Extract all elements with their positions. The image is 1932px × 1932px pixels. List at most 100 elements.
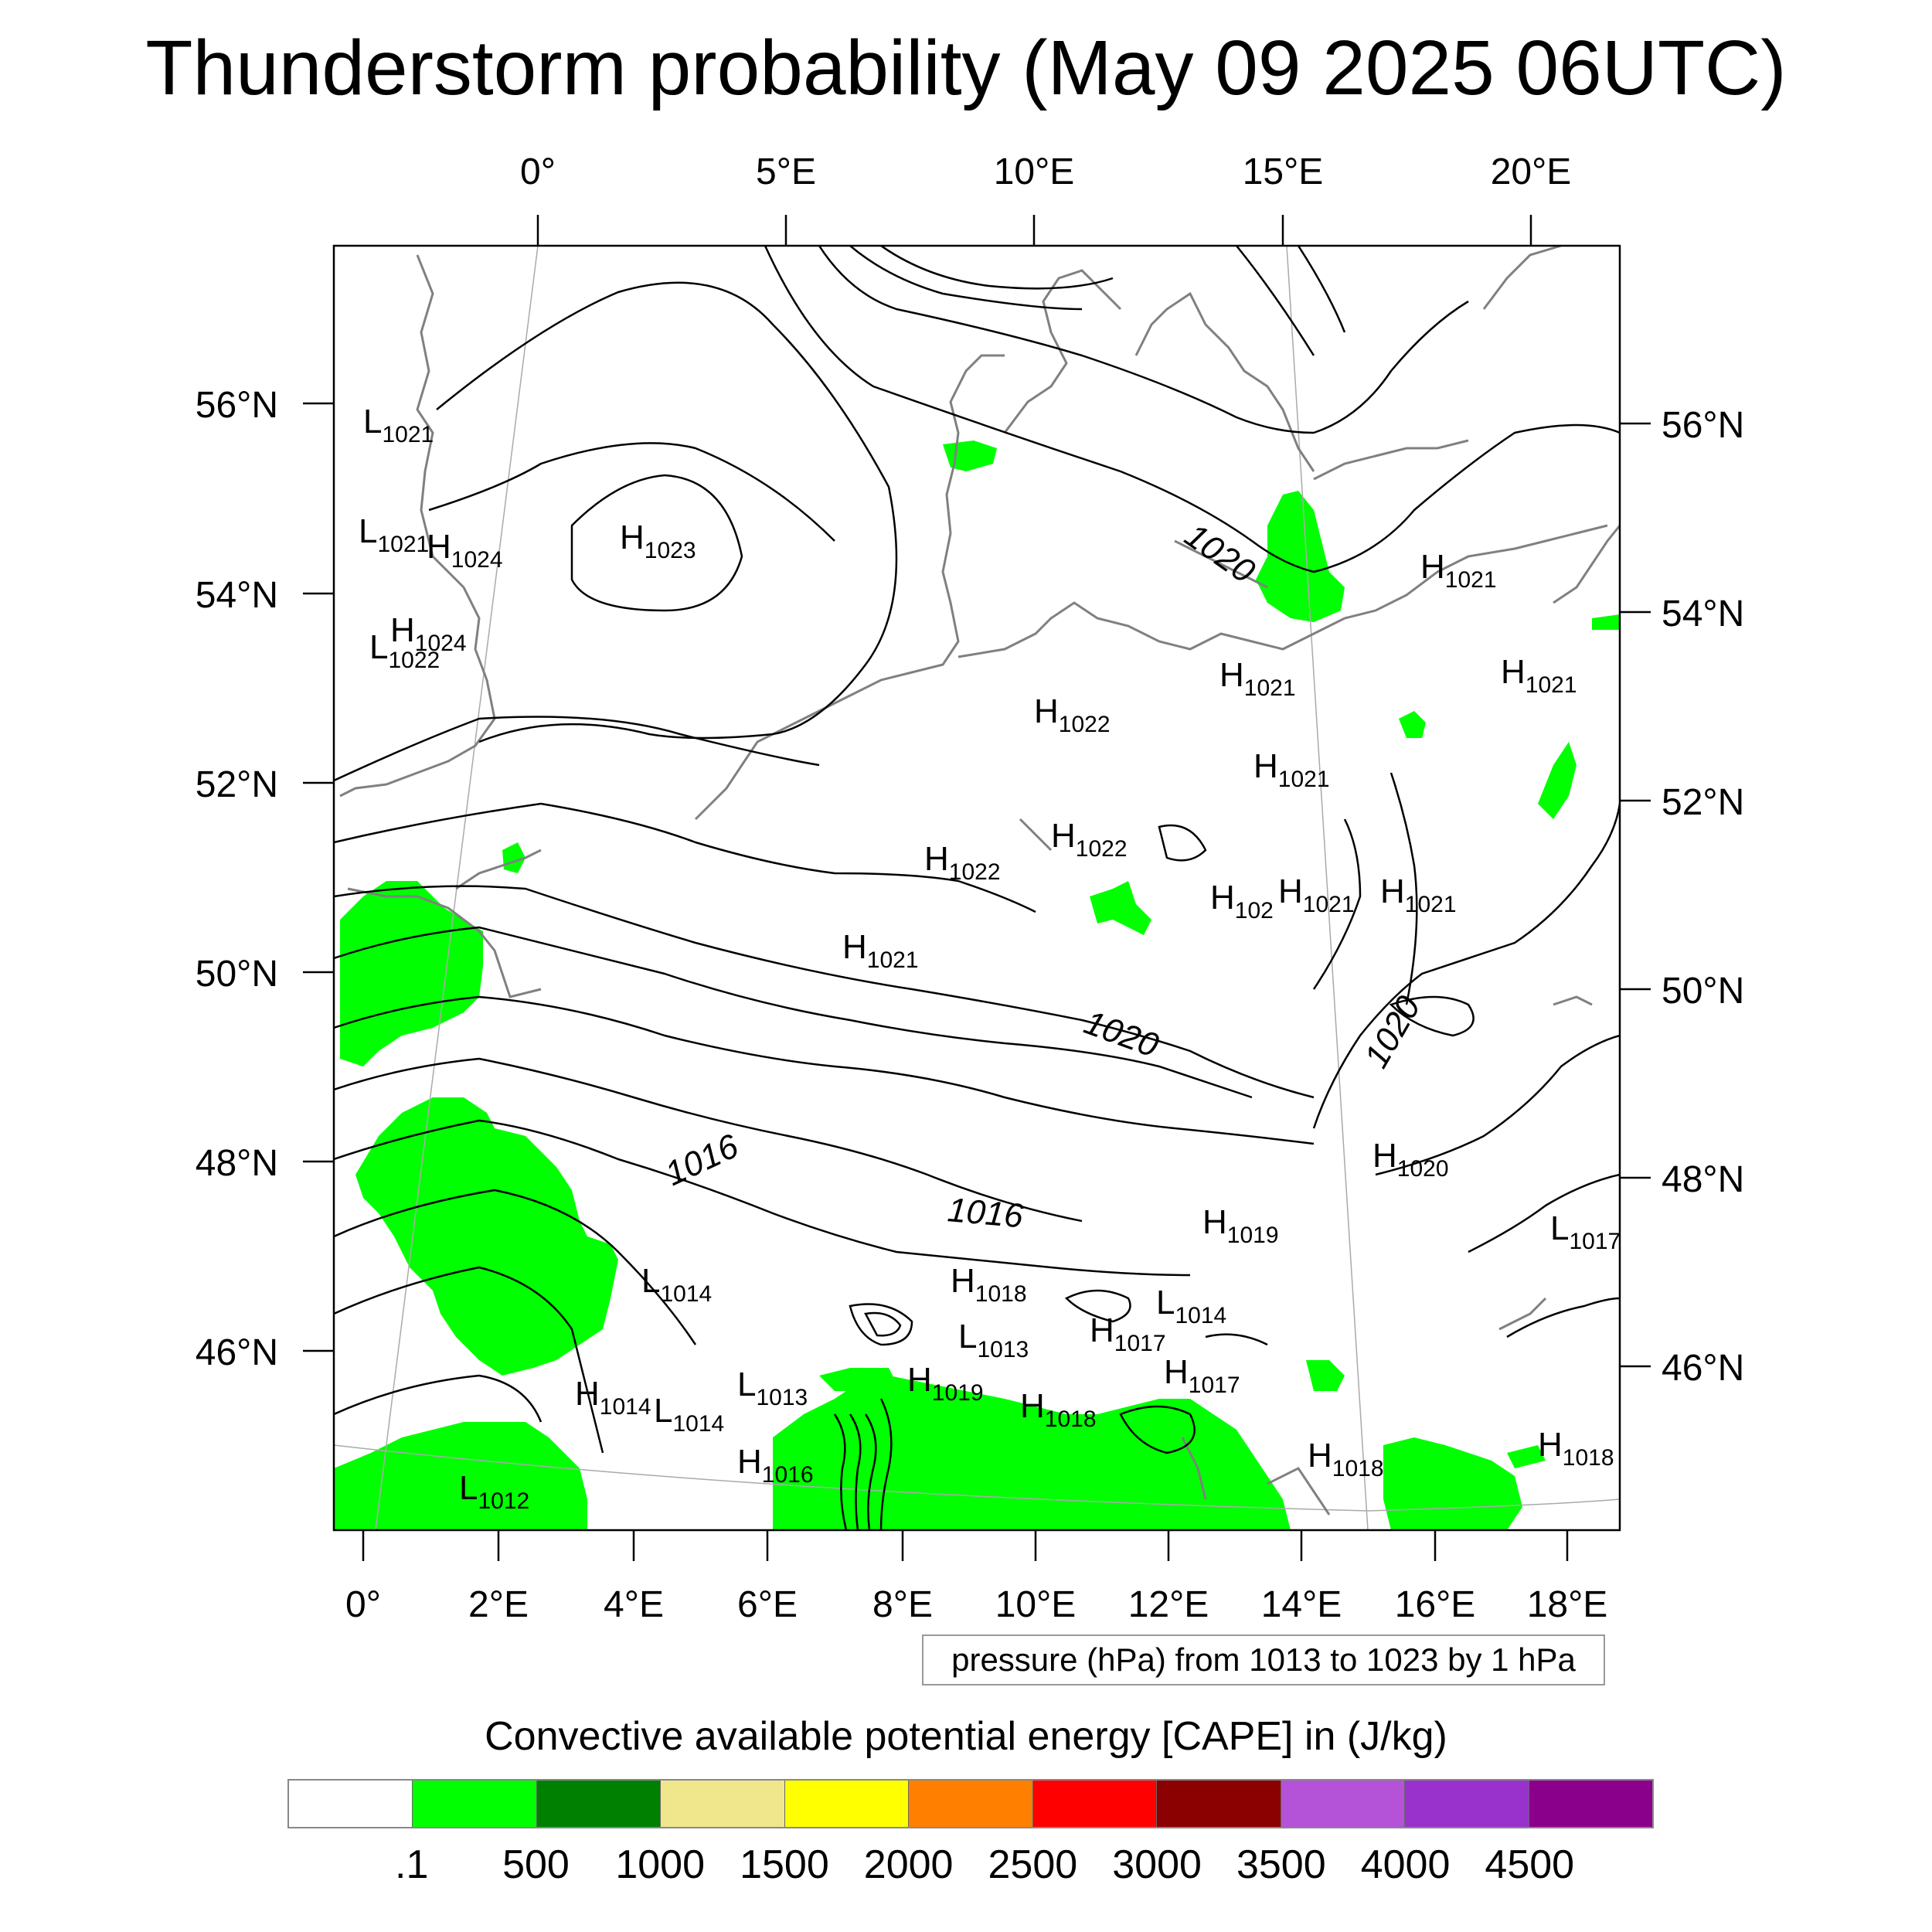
colorbar-swatch xyxy=(661,1781,785,1827)
isobar-label: 1016 xyxy=(946,1191,1025,1235)
top-lon-label: 20°E xyxy=(1491,151,1572,192)
right-lat-label: 52°N xyxy=(1662,782,1744,823)
left-lat-label: 48°N xyxy=(196,1143,278,1184)
isobar-ne-1 xyxy=(1389,995,1475,1037)
isobar-ne-2 xyxy=(1158,824,1207,862)
isobar-east-6 xyxy=(1312,818,1362,990)
left-lat-label: 50°N xyxy=(196,954,278,995)
bottom-lon-label: 10°E xyxy=(995,1584,1077,1625)
pressure-center: H1024 xyxy=(390,611,467,656)
cape-area-france-south xyxy=(334,1422,587,1530)
isobar-alps-7 xyxy=(1119,1405,1196,1454)
bottom-lon-label: 6°E xyxy=(737,1584,798,1625)
isobar-1014 xyxy=(334,1266,604,1454)
pressure-center: H1020 xyxy=(1372,1137,1449,1182)
top-lon-label: 5°E xyxy=(756,151,816,192)
pressure-contour-note: pressure (hPa) from 1013 to 1023 by 1 hP… xyxy=(922,1634,1605,1685)
isobar-1019 xyxy=(334,926,1253,1099)
coastlines xyxy=(339,246,1620,1515)
pressure-center: H1022 xyxy=(1034,692,1111,737)
pressure-center: L1013 xyxy=(737,1366,808,1410)
isobar-north-4 xyxy=(880,246,1114,290)
right-lat-label: 46°N xyxy=(1662,1348,1744,1389)
isobar-1023 xyxy=(570,474,743,612)
isobar-east-4 xyxy=(1506,1297,1620,1338)
cape-area-france-north xyxy=(340,881,483,1066)
isobar-north-1 xyxy=(764,246,1620,573)
isobar-1020-b xyxy=(334,885,1315,1099)
isobar-east-1 xyxy=(1312,803,1620,1129)
colorbar-labels: .1 500 1000 1500 2000 2500 3000 3500 4000 4500 xyxy=(0,1839,1932,1893)
cape-area-poland-east xyxy=(1538,742,1577,819)
pressure-center: L1014 xyxy=(641,1262,712,1307)
cape-area-hungary-south xyxy=(1507,1445,1546,1468)
top-lon-label: 0° xyxy=(520,151,556,192)
right-lat-label: 54°N xyxy=(1662,594,1744,634)
isobar-alps-6 xyxy=(879,1398,893,1530)
map-frame xyxy=(332,244,1621,1532)
isobar-east-5 xyxy=(1389,772,1418,1005)
pressure-center: H1022 xyxy=(924,840,1001,885)
right-lat-label: 50°N xyxy=(1662,971,1744,1012)
colorbar-label: 3000 xyxy=(1112,1842,1202,1887)
cape-area-belgium xyxy=(502,842,526,873)
cape-area-denmark xyxy=(943,440,997,471)
colorbar-swatch xyxy=(536,1781,662,1827)
pressure-center: L1021 xyxy=(359,512,429,557)
bottom-lon-label: 8°E xyxy=(872,1584,933,1625)
isobar-alps-5 xyxy=(864,1413,877,1530)
isobar-alps-9 xyxy=(1205,1333,1268,1346)
isobar-label: 1020 xyxy=(1080,1003,1164,1065)
cape-colorbar xyxy=(287,1779,1654,1828)
left-lat-label: 46°N xyxy=(196,1332,278,1373)
isobar-1020-a xyxy=(334,802,1036,913)
colorbar-swatch xyxy=(413,1781,537,1827)
pressure-center: H1021 xyxy=(1501,653,1577,698)
isobar-1017 xyxy=(334,1057,1083,1223)
pressure-center: H1021 xyxy=(1278,872,1355,917)
isobar-label: 1020 xyxy=(1178,516,1262,591)
cape-area-poland-mid xyxy=(1399,711,1426,738)
pressure-center: H1021 xyxy=(1420,548,1497,593)
colorbar-label: .1 xyxy=(395,1842,429,1887)
isobar-1021 xyxy=(334,716,820,782)
pressure-center: H1018 xyxy=(1308,1437,1384,1481)
pressure-center: L1013 xyxy=(958,1318,1029,1362)
bottom-lon-labels: 0° 2°E 4°E 6°E 8°E 10°E 12°E 14°E 16°E 1… xyxy=(345,1584,1607,1625)
isobar-label: 1016 xyxy=(660,1127,745,1193)
isobar-1022-a xyxy=(436,281,898,743)
colorbar-label: 2000 xyxy=(863,1842,954,1887)
pressure-center: H1016 xyxy=(737,1443,814,1488)
colorbar-swatch xyxy=(1032,1781,1158,1827)
colorbar-label: 1500 xyxy=(740,1842,829,1887)
cape-shading xyxy=(334,440,1620,1530)
left-lat-label: 52°N xyxy=(196,764,278,805)
bottom-lon-label: 14°E xyxy=(1261,1584,1342,1625)
cape-area-baltic xyxy=(1256,491,1345,622)
top-lon-labels: 0° 5°E 10°E 15°E 20°E xyxy=(520,151,1571,192)
pressure-center: H1021 xyxy=(1219,656,1296,701)
cape-area-czechia xyxy=(1090,881,1151,935)
pressure-center: H1024 xyxy=(427,528,503,573)
isobar-north-3 xyxy=(849,246,1083,311)
cape-area-france-central xyxy=(355,1097,618,1376)
isobar-1022-b xyxy=(428,442,835,542)
colorbar-swatch xyxy=(1529,1781,1652,1827)
top-lon-label: 10°E xyxy=(994,151,1075,192)
colorbar-swatch xyxy=(784,1781,910,1827)
isobars xyxy=(334,246,1620,1530)
colorbar-label: 1000 xyxy=(615,1842,706,1887)
isobar-alps-1 xyxy=(849,1303,913,1346)
colorbar-swatch xyxy=(1157,1781,1281,1827)
pressure-center: H1018 xyxy=(951,1262,1027,1307)
pressure-center: L1014 xyxy=(654,1392,724,1437)
colorbar-label: 4000 xyxy=(1360,1842,1451,1887)
colorbar-label: 3500 xyxy=(1236,1842,1326,1887)
colorbar-label: 2500 xyxy=(988,1842,1078,1887)
isobar-alps-3 xyxy=(833,1413,848,1530)
top-lon-label: 15°E xyxy=(1243,151,1324,192)
isobar-alps-8 xyxy=(1064,1289,1131,1323)
isobar-north-2 xyxy=(818,246,1469,434)
pressure-center: H1023 xyxy=(620,519,696,563)
